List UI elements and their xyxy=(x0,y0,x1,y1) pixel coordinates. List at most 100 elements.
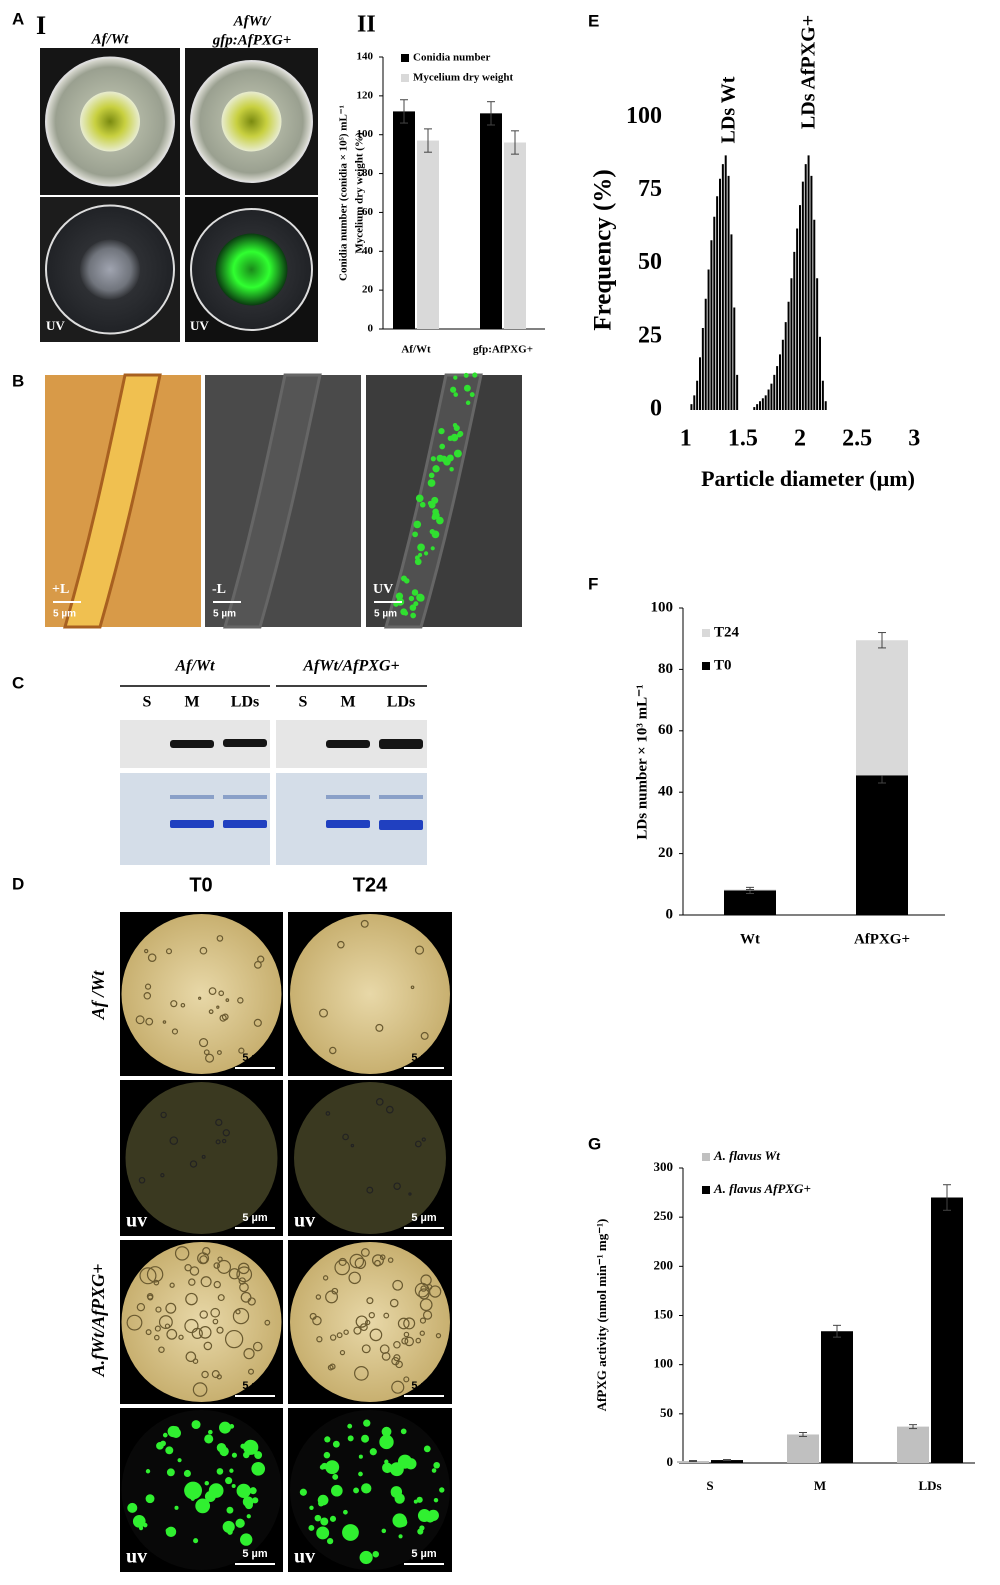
fluorescent-droplet xyxy=(381,1528,387,1534)
droplet xyxy=(162,1020,167,1024)
image-label: -L xyxy=(212,582,226,597)
droplet xyxy=(224,1329,244,1349)
bar xyxy=(504,142,526,329)
fluorescent-droplet xyxy=(229,1468,234,1473)
strain-label: gfp:AfPXG+ xyxy=(212,32,292,48)
x-tick-label: 1.5 xyxy=(728,426,758,452)
droplet xyxy=(379,1344,390,1355)
lipid-droplet xyxy=(430,546,435,551)
image-label: UV xyxy=(373,582,393,597)
droplet xyxy=(199,1310,208,1319)
droplet xyxy=(383,1312,390,1319)
fluorescent-droplet xyxy=(332,1440,340,1448)
legend-label: Conidia number xyxy=(413,52,490,64)
y-tick-label: 0 xyxy=(667,1454,674,1469)
droplet xyxy=(210,1307,221,1318)
y-tick-label: 200 xyxy=(654,1257,674,1272)
fluorescent-droplet xyxy=(132,1514,146,1528)
droplet xyxy=(312,1315,322,1326)
droplet xyxy=(213,1262,221,1269)
droplet xyxy=(154,1325,161,1332)
droplet xyxy=(200,1276,212,1288)
fluorescent-droplet xyxy=(222,1451,227,1457)
droplet xyxy=(415,1337,422,1344)
droplet xyxy=(222,1129,230,1137)
lipid-droplet xyxy=(450,433,459,442)
fluorescent-droplet xyxy=(244,1501,253,1510)
blot-band xyxy=(170,740,214,748)
y-tick-label: 60 xyxy=(658,722,673,738)
y-tick-label: 25 xyxy=(638,322,662,348)
time-label: T0 xyxy=(189,874,212,896)
fluorescent-droplet xyxy=(343,1509,348,1515)
droplet xyxy=(174,1246,190,1261)
droplet xyxy=(392,1279,404,1291)
fluorescent-droplet xyxy=(225,1477,233,1485)
fluorescent-droplet xyxy=(251,1461,266,1476)
bar xyxy=(931,1197,963,1463)
fluorescent-droplet xyxy=(359,1550,373,1565)
droplet xyxy=(198,996,202,1000)
y-tick-label: 120 xyxy=(357,89,374,101)
lipid-droplet xyxy=(431,514,437,520)
fluorescent-droplet xyxy=(246,1448,251,1453)
droplet xyxy=(205,1053,215,1063)
fluorescent-droplet xyxy=(382,1462,393,1474)
droplet xyxy=(158,1315,173,1330)
droplet xyxy=(359,1323,368,1332)
droplet xyxy=(217,1294,225,1302)
scale-label: 5 µm xyxy=(242,1380,268,1392)
panel-letter: E xyxy=(588,11,599,30)
strain-label: Af/Wt xyxy=(91,31,130,47)
strain-label: Af /Wt xyxy=(88,970,108,1021)
strain-label: Af/Wt xyxy=(174,658,215,675)
droplet xyxy=(247,1368,255,1375)
droplet xyxy=(371,1254,384,1267)
lipid-droplet xyxy=(408,595,415,602)
fluorescent-droplet xyxy=(314,1514,322,1522)
droplet xyxy=(419,1330,425,1336)
droplet xyxy=(354,1366,369,1381)
fluorescent-droplet xyxy=(145,1469,151,1474)
bar-segment xyxy=(856,640,908,776)
lipid-droplet xyxy=(431,496,439,504)
droplet xyxy=(435,1332,442,1339)
droplet xyxy=(215,1118,223,1127)
y-tick-label: 100 xyxy=(651,599,674,615)
gel-band xyxy=(223,820,267,828)
droplet xyxy=(401,1337,409,1345)
droplet xyxy=(147,953,157,962)
fluorescent-droplet xyxy=(184,1481,202,1500)
fluorescent-droplet xyxy=(165,1526,177,1538)
droplet xyxy=(153,1334,160,1341)
droplet xyxy=(410,985,415,990)
lipid-droplet xyxy=(410,612,416,619)
y-tick-label: 0 xyxy=(666,906,674,922)
droplet xyxy=(208,1009,214,1015)
y-tick-label: 100 xyxy=(357,128,374,140)
fluorescent-droplet xyxy=(254,1451,263,1460)
fluorescent-droplet xyxy=(216,1442,227,1453)
hypha xyxy=(223,373,322,629)
lipid-droplet xyxy=(403,610,409,616)
droplet xyxy=(343,1329,349,1335)
droplet xyxy=(203,1049,210,1056)
lipid-droplet xyxy=(423,551,429,556)
droplet xyxy=(201,1154,206,1159)
droplet xyxy=(189,1160,198,1168)
x-tick-label: 2.5 xyxy=(842,426,872,452)
lipid-droplet xyxy=(430,456,436,462)
panel-letter: A xyxy=(12,9,24,28)
droplet xyxy=(375,1098,384,1106)
droplet xyxy=(339,1349,346,1356)
fluorescent-droplet xyxy=(249,1487,257,1495)
fluorescent-droplet xyxy=(219,1421,231,1434)
fluorescent-droplet xyxy=(324,1436,331,1443)
droplet xyxy=(309,1312,317,1320)
colony xyxy=(221,91,282,152)
droplet xyxy=(253,960,262,969)
bar xyxy=(711,1460,743,1463)
fluorescent-droplet xyxy=(317,1494,329,1506)
droplet xyxy=(221,1138,227,1144)
fluorescent-droplet xyxy=(235,1518,245,1528)
